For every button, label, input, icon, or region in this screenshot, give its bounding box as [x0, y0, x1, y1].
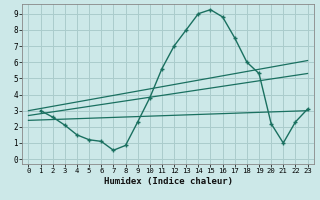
X-axis label: Humidex (Indice chaleur): Humidex (Indice chaleur) — [103, 177, 233, 186]
